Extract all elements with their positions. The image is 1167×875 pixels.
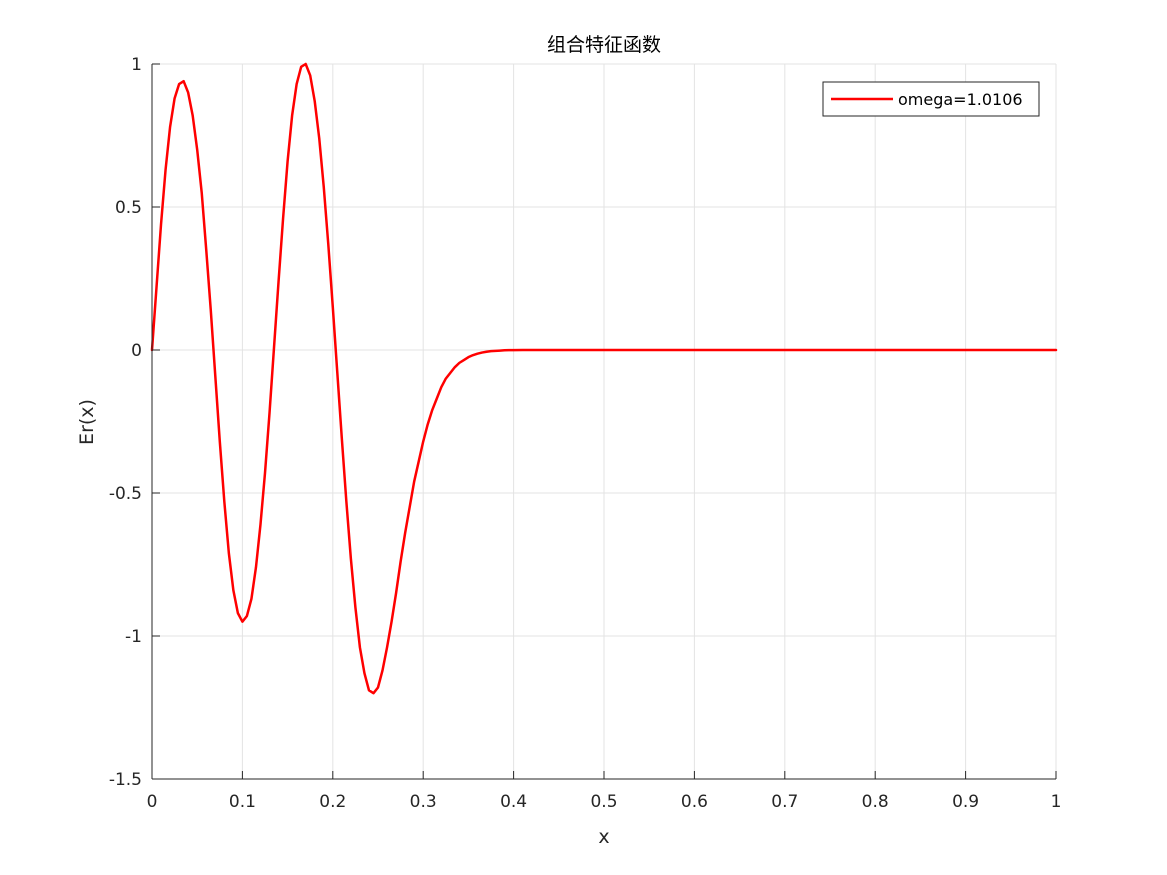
y-tick-label: 0 [131,341,142,361]
y-tick-label: 1 [131,55,142,75]
y-tick-label: -0.5 [109,484,142,504]
series-line [150,62,1058,695]
series-layer [150,62,1058,695]
x-tick-label: 0.3 [410,792,437,812]
x-tick-label: 0.4 [500,792,527,812]
y-tick-label: -1.5 [109,770,142,790]
x-tick-label: 1 [1051,792,1062,812]
ticks: 0 0.1 0.2 0.3 0.4 0.5 0.6 0.7 0.8 0.9 1 -1.5 -1 -0.5 0… [109,55,1062,812]
y-tick-label: -1 [125,627,142,647]
x-tick-label: 0.2 [319,792,346,812]
x-tick-label: 0.9 [952,792,979,812]
x-tick-label: 0.8 [862,792,889,812]
y-axis-label: Er(x) [76,399,98,445]
legend: omega=1.0106 [822,81,1040,117]
chart-title: 组合特征函数 [547,34,661,56]
x-tick-label: 0.7 [771,792,798,812]
y-tick-label: 0.5 [115,198,142,218]
x-tick-label: 0.1 [229,792,256,812]
x-tick-label: 0.5 [590,792,617,812]
x-tick-label: 0 [147,792,158,812]
x-axis-label: x [598,826,609,848]
legend-entry-label: omega=1.0106 [898,90,1023,109]
x-tick-label: 0.6 [681,792,708,812]
